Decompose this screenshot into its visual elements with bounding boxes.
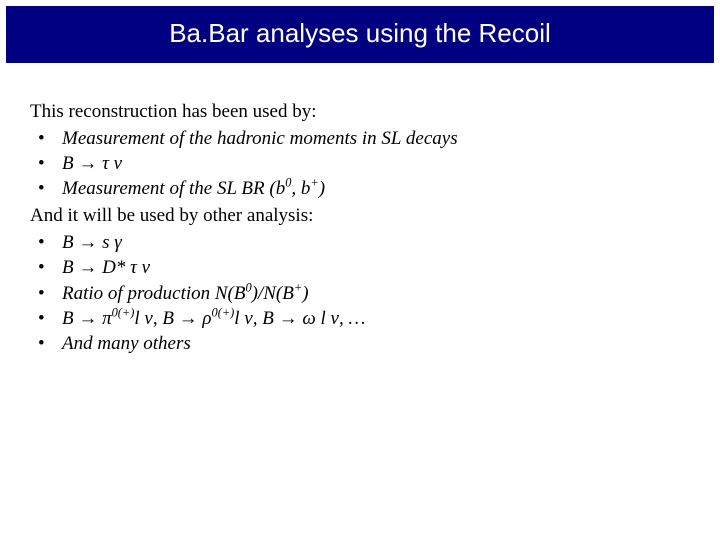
item-text: And many others (62, 333, 191, 354)
bullet-list-2: B → s γ B → D* τ ν Ratio of production N… (30, 230, 692, 355)
item-text: B → D* τ ν (62, 257, 150, 278)
item-text: B → τ ν (62, 153, 122, 174)
list-item: B → π0(+)l ν, B → ρ0(+)l ν, B → ω l ν, … (38, 306, 692, 331)
list-item: Ratio of production N(B0)/N(B+) (38, 281, 692, 306)
superscript: 0(+) (212, 305, 235, 319)
slide-body: This reconstruction has been used by: Me… (0, 63, 720, 356)
item-text-part: ) (319, 178, 325, 199)
item-text-part: Ratio of production N(B (62, 283, 245, 304)
list-item: Measurement of the hadronic moments in S… (38, 126, 692, 151)
item-text-part: ) (302, 283, 308, 304)
list-item: Measurement of the SL BR (b0, b+) (38, 176, 692, 201)
superscript: 0(+) (112, 305, 135, 319)
slide-title-bar: Ba.Bar analyses using the Recoil (6, 6, 714, 63)
item-text-part: )/N(B (252, 283, 294, 304)
slide-title: Ba.Bar analyses using the Recoil (169, 18, 551, 48)
item-text-part: l ν, B → ω l ν, … (234, 308, 365, 329)
item-text: Measurement of the hadronic moments in S… (62, 128, 458, 149)
superscript: + (310, 176, 318, 190)
item-text-part: , b (291, 178, 310, 199)
list-item: B → D* τ ν (38, 255, 692, 280)
list-item: B → s γ (38, 230, 692, 255)
list-item: B → τ ν (38, 151, 692, 176)
intro-line-2: And it will be used by other analysis: (30, 203, 692, 228)
bullet-list-1: Measurement of the hadronic moments in S… (30, 126, 692, 201)
item-text: B → s γ (62, 232, 122, 253)
list-item: And many others (38, 331, 692, 356)
item-text-part: l ν, B → ρ (134, 308, 211, 329)
superscript: + (294, 280, 302, 294)
intro-line-1: This reconstruction has been used by: (30, 99, 692, 124)
item-text-part: Measurement of the SL BR (b (62, 178, 285, 199)
item-text-part: B → π (62, 308, 112, 329)
